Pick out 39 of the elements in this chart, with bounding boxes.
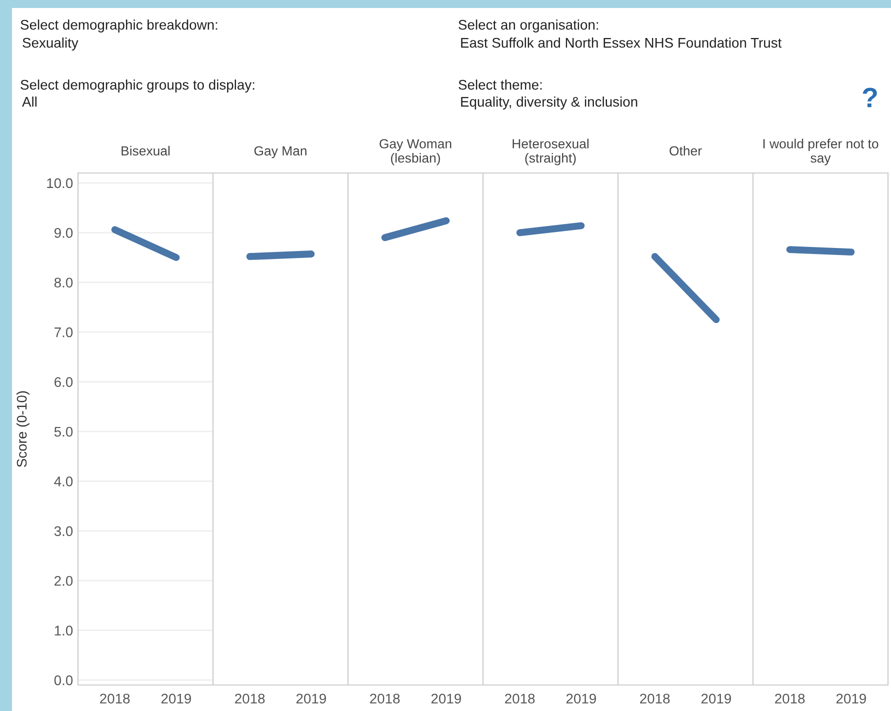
text: Select an organisation: (458, 20, 598, 32)
x-tick-label: 2019 (566, 694, 596, 704)
y-tick-label: 6.0 (54, 377, 73, 387)
chart-title: Bisexual (122, 146, 170, 156)
x-tick-label: 2018 (505, 694, 535, 704)
text: Select theme: (458, 80, 542, 90)
x-tick-label: 2019 (161, 694, 191, 704)
x-tick-label: 2018 (775, 694, 805, 704)
y-tick-label: 7.0 (54, 327, 73, 338)
chart-title: Gay Man (254, 146, 306, 158)
text: Equality, diversity & inclusion (461, 96, 638, 110)
text: East Suffolk and North Essex NHS Foundation Trust (461, 38, 782, 48)
x-tick-label: 2019 (701, 694, 731, 704)
y-tick-label: 3.0 (54, 526, 73, 536)
x-tick-label: 2019 (431, 694, 461, 704)
text: ? (862, 88, 877, 108)
y-tick-label: 4.0 (54, 476, 73, 486)
x-tick-label: 2018 (235, 694, 265, 704)
y-tick-label: 10.0 (47, 178, 73, 188)
x-tick-label: 2018 (640, 694, 670, 704)
y-tick-label: 1.0 (54, 626, 73, 636)
y-tick-label: 9.0 (54, 228, 73, 238)
chart-title: Heterosexual (straight) (512, 138, 588, 166)
y-tick-label: 2.0 (54, 576, 73, 586)
text: All (22, 96, 37, 107)
text: Select demographic breakdown: (20, 20, 218, 32)
chart-title: Gay Woman (lesbian) (380, 139, 452, 166)
x-tick-label: 2019 (836, 694, 866, 704)
x-tick-label: 2018 (370, 694, 400, 704)
x-tick-label: 2019 (296, 694, 326, 704)
y-tick-label: 8.0 (54, 278, 73, 288)
text: Select demographic groups to display: (20, 80, 254, 92)
chart-title: I would prefer not to say (763, 138, 878, 166)
text: Sexuality (22, 38, 78, 50)
chart-title: Other (670, 146, 702, 156)
y-tick-label: 0.0 (54, 675, 73, 686)
x-tick-label: 2018 (100, 694, 130, 704)
y-axis-title: Score (0-10) (16, 391, 30, 467)
y-tick-label: 5.0 (54, 426, 73, 437)
